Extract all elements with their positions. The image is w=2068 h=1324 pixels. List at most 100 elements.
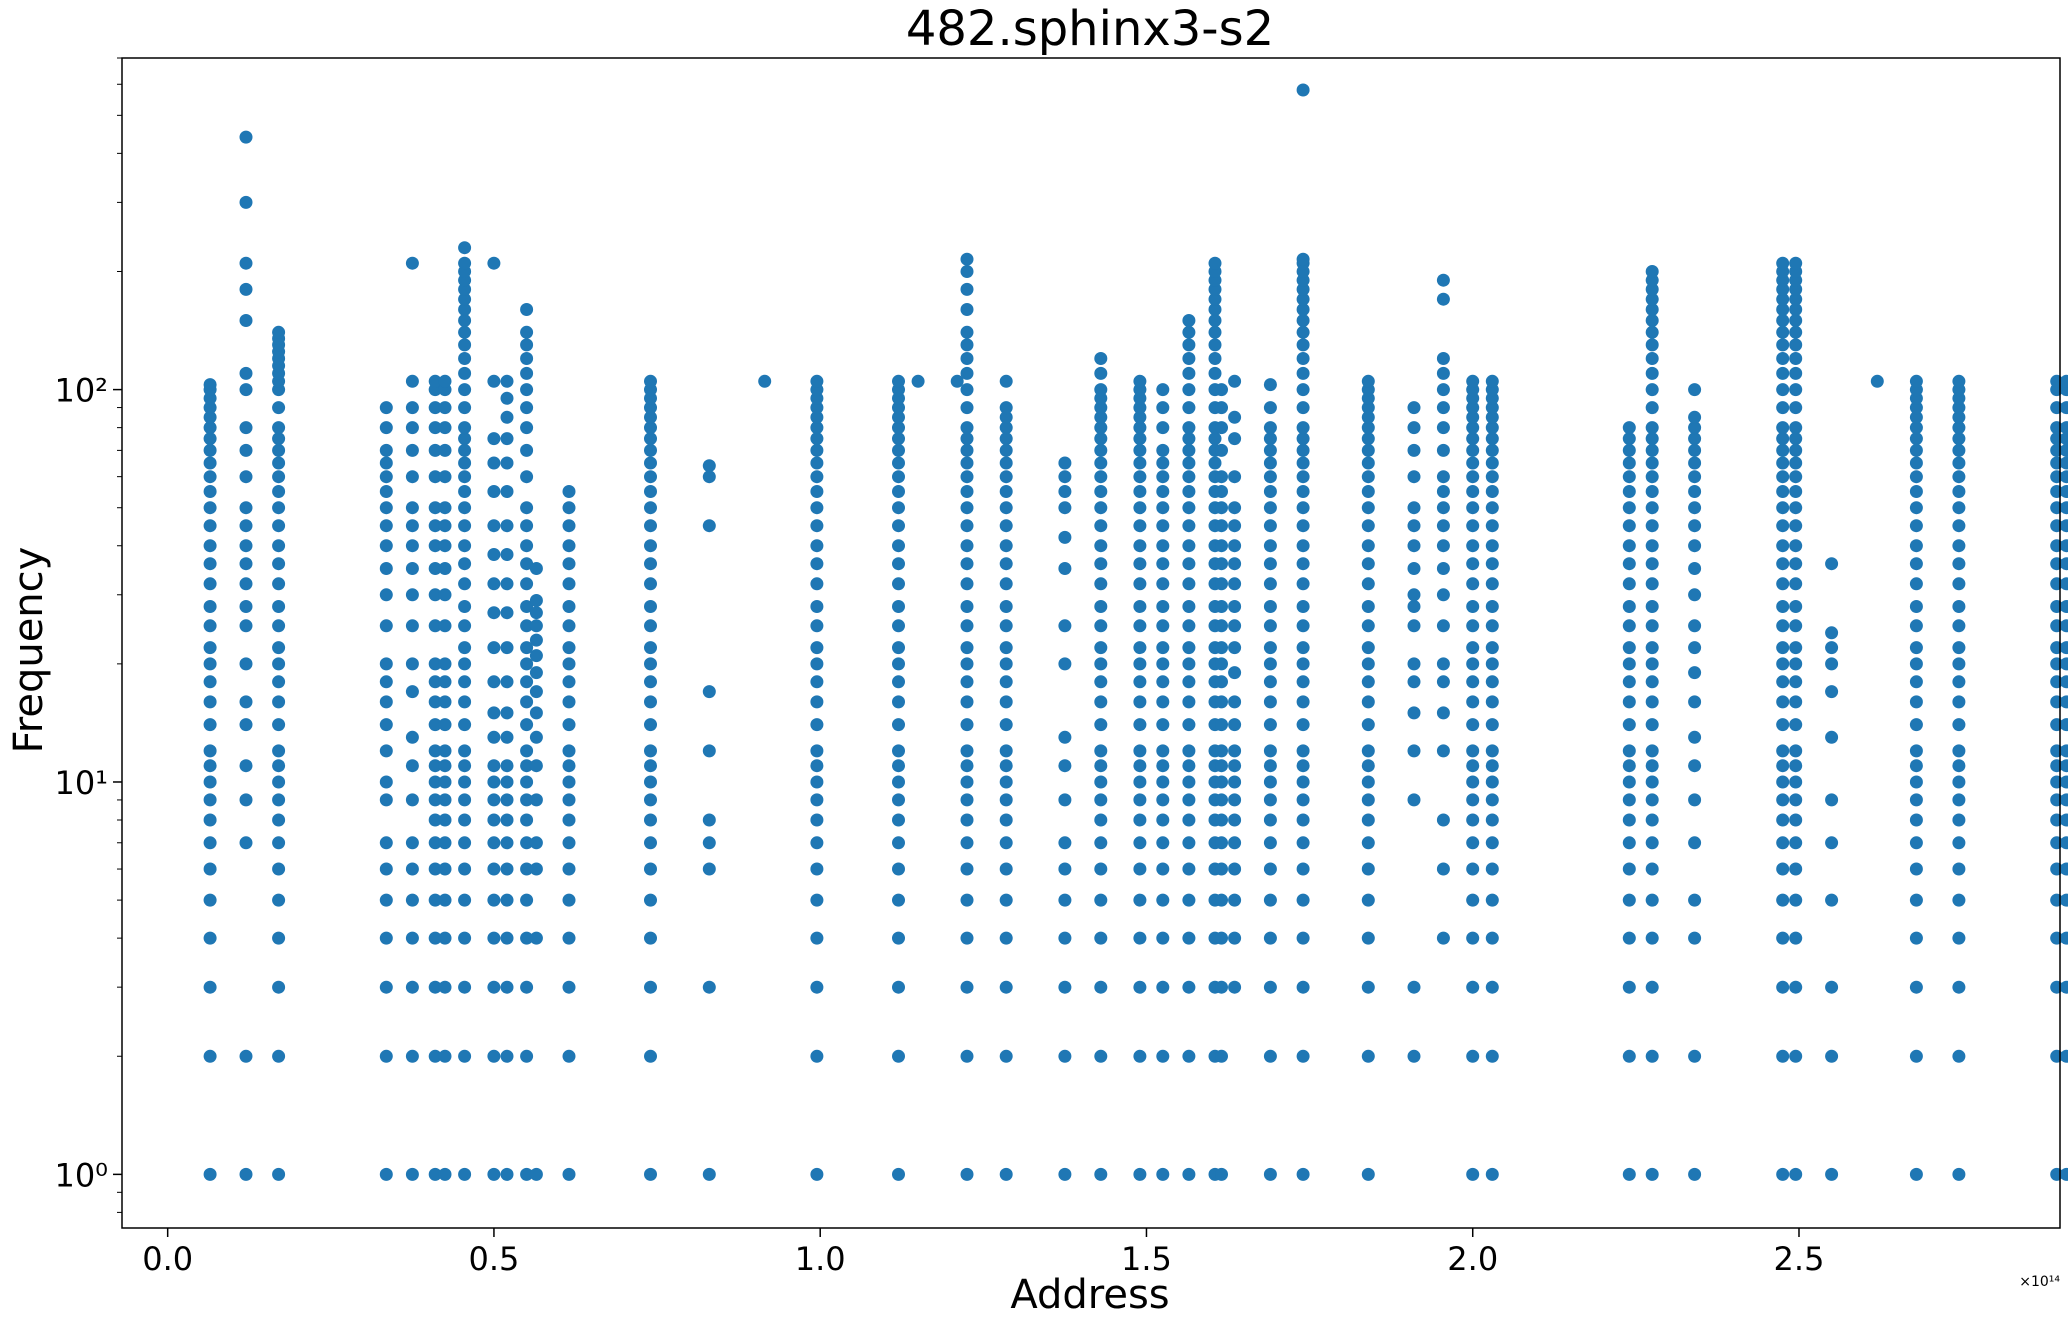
data-point-45-29 — [1952, 421, 1966, 435]
data-point-17-23 — [892, 501, 905, 515]
data-point-0-26 — [203, 456, 217, 470]
data-point-13-29 — [644, 421, 657, 435]
data-point-40-25 — [1776, 470, 1790, 484]
data-point-5-4 — [428, 893, 442, 907]
data-point-41-11 — [1789, 744, 1803, 758]
data-point-32-4 — [1361, 893, 1375, 907]
data-point-20-9 — [960, 775, 974, 789]
data-point-7-6 — [458, 836, 472, 850]
data-point-6-19 — [438, 539, 452, 553]
data-point-16-30 — [810, 410, 824, 424]
data-point-35-10 — [1466, 759, 1480, 773]
data-point-40-0 — [1776, 1167, 1790, 1181]
data-point-12-13 — [562, 695, 576, 709]
data-point-33-11 — [1407, 539, 1421, 553]
x-axis-label: Address — [1010, 1272, 1169, 1318]
data-point-8-8 — [487, 793, 501, 807]
data-point-16-8 — [810, 793, 824, 807]
data-point-2-19 — [272, 577, 286, 591]
data-point-5-3 — [428, 931, 442, 945]
data-point-12-21 — [562, 539, 576, 553]
data-point-17-11 — [892, 744, 905, 758]
data-point-35-21 — [1466, 539, 1480, 553]
data-point-17-24 — [892, 485, 905, 498]
data-point-47-13 — [2060, 695, 2068, 709]
data-point-28-29 — [1215, 383, 1228, 397]
data-point-12-2 — [562, 980, 576, 994]
data-point-7-31 — [458, 383, 472, 397]
data-point-29-9 — [1228, 744, 1242, 758]
data-point-0-2 — [203, 980, 217, 994]
data-point-7-43 — [458, 241, 472, 255]
data-point-37-27 — [1622, 443, 1636, 457]
data-point-20-2 — [960, 980, 974, 994]
data-point-31-30 — [1296, 401, 1310, 415]
data-point-45-28 — [1952, 432, 1966, 446]
data-point-7-20 — [458, 557, 472, 571]
data-point-9-23 — [500, 391, 514, 405]
data-point-10-6 — [520, 836, 534, 850]
data-point-29-6 — [1228, 793, 1242, 807]
data-point-30-14 — [1263, 675, 1277, 689]
data-point-5-5 — [428, 862, 442, 876]
data-point-41-38 — [1789, 292, 1803, 306]
data-point-40-36 — [1776, 314, 1790, 327]
data-point-26-18 — [1182, 600, 1196, 613]
data-point-12-16 — [562, 641, 576, 655]
data-point-23-21 — [1094, 539, 1108, 553]
data-point-40-15 — [1776, 657, 1790, 671]
data-point-35-0 — [1466, 1167, 1480, 1181]
data-point-23-0 — [1094, 1167, 1108, 1181]
data-point-37-22 — [1622, 519, 1636, 533]
data-point-45-21 — [1952, 539, 1966, 553]
data-point-17-1 — [892, 1049, 905, 1063]
data-point-36-12 — [1485, 718, 1499, 732]
data-point-41-19 — [1789, 577, 1803, 591]
data-point-38-1 — [1645, 1049, 1659, 1063]
data-point-0-25 — [203, 470, 217, 484]
data-point-4-8 — [405, 759, 419, 773]
data-point-38-38 — [1645, 292, 1659, 306]
data-point-22-1 — [1058, 1049, 1072, 1063]
data-point-20-4 — [960, 893, 974, 907]
data-point-10-28 — [520, 383, 534, 397]
data-point-8-2 — [487, 980, 501, 994]
data-point-35-9 — [1466, 775, 1480, 789]
data-point-32-0 — [1361, 1167, 1375, 1181]
data-point-20-14 — [960, 675, 974, 689]
data-point-40-32 — [1776, 366, 1790, 380]
data-point-32-17 — [1361, 619, 1375, 633]
data-point-40-22 — [1776, 519, 1790, 533]
data-point-4-19 — [405, 443, 419, 457]
data-point-34-17 — [1436, 401, 1450, 415]
data-point-44-7 — [1909, 813, 1923, 827]
data-point-37-3 — [1622, 931, 1636, 945]
data-point-21-16 — [999, 641, 1013, 655]
data-point-26-23 — [1182, 501, 1196, 515]
data-point-16-15 — [810, 657, 824, 671]
data-point-23-19 — [1094, 577, 1108, 591]
data-point-7-34 — [458, 338, 472, 352]
data-point-47-5 — [2060, 862, 2068, 876]
data-point-4-3 — [405, 931, 419, 945]
data-point-12-10 — [562, 759, 576, 773]
data-point-31-28 — [1296, 432, 1310, 446]
data-point-31-9 — [1296, 775, 1310, 789]
data-point-22-15 — [1058, 485, 1072, 498]
data-point-16-28 — [810, 432, 824, 446]
data-point-6-2 — [438, 980, 452, 994]
data-point-5-15 — [428, 657, 442, 671]
data-point-21-26 — [999, 456, 1013, 470]
data-point-34-15 — [1436, 443, 1450, 457]
data-point-20-26 — [960, 456, 974, 470]
data-point-7-5 — [458, 862, 472, 876]
data-point-5-22 — [428, 470, 442, 484]
data-point-31-10 — [1296, 759, 1310, 773]
data-point-22-17 — [1058, 456, 1072, 470]
data-point-41-31 — [1789, 383, 1803, 397]
data-point-9-9 — [500, 775, 514, 789]
data-point-8-6 — [487, 836, 501, 850]
data-point-9-4 — [500, 893, 514, 907]
data-point-3-24 — [379, 421, 393, 435]
data-point-32-7 — [1361, 813, 1375, 827]
